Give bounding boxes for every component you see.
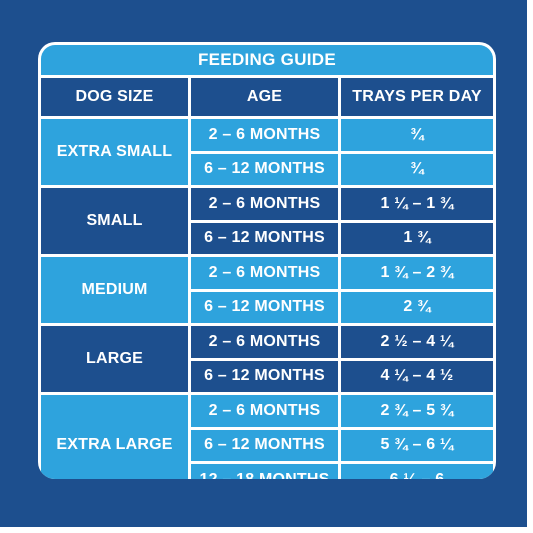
table-title: FEEDING GUIDE (41, 45, 493, 75)
trays-per-day-cell: 1 ¼ – 1 ¾ (341, 188, 493, 220)
dog-size-cell: EXTRA LARGE (41, 395, 188, 479)
header-age: AGE (191, 78, 338, 116)
age-cell: 2 – 6 MONTHS (191, 257, 338, 289)
header-trays-per-day: TRAYS PER DAY (341, 78, 493, 116)
feeding-guide-table: FEEDING GUIDE DOG SIZE AGE TRAYS PER DAY… (38, 42, 496, 479)
trays-per-day-cell: 6 ¼ – 6 (341, 464, 493, 479)
dog-size-cell: LARGE (41, 326, 188, 392)
trays-per-day-cell: 2 ¾ (341, 291, 493, 323)
dog-size-cell: EXTRA SMALL (41, 119, 188, 185)
trays-per-day-cell: ¾ (341, 119, 493, 151)
header-dog-size: DOG SIZE (41, 78, 188, 116)
age-cell: 12 – 18 MONTHS (191, 464, 338, 479)
trays-per-day-cell: 5 ¾ – 6 ¼ (341, 429, 493, 461)
age-cell: 6 – 12 MONTHS (191, 360, 338, 392)
trays-per-day-cell: 1 ¾ – 2 ¾ (341, 257, 493, 289)
trays-per-day-cell: 4 ¼ – 4 ½ (341, 360, 493, 392)
background-frame: FEEDING GUIDE DOG SIZE AGE TRAYS PER DAY… (0, 0, 527, 527)
age-cell: 2 – 6 MONTHS (191, 395, 338, 427)
trays-per-day-cell: ¾ (341, 153, 493, 185)
age-cell: 6 – 12 MONTHS (191, 222, 338, 254)
age-cell: 6 – 12 MONTHS (191, 429, 338, 461)
trays-per-day-cell: 2 ½ – 4 ¼ (341, 326, 493, 358)
age-cell: 6 – 12 MONTHS (191, 291, 338, 323)
trays-per-day-cell: 2 ¾ – 5 ¾ (341, 395, 493, 427)
age-cell: 2 – 6 MONTHS (191, 188, 338, 220)
age-cell: 6 – 12 MONTHS (191, 153, 338, 185)
dog-size-cell: SMALL (41, 188, 188, 254)
dog-size-cell: MEDIUM (41, 257, 188, 323)
age-cell: 2 – 6 MONTHS (191, 119, 338, 151)
trays-per-day-cell: 1 ¾ (341, 222, 493, 254)
age-cell: 2 – 6 MONTHS (191, 326, 338, 358)
